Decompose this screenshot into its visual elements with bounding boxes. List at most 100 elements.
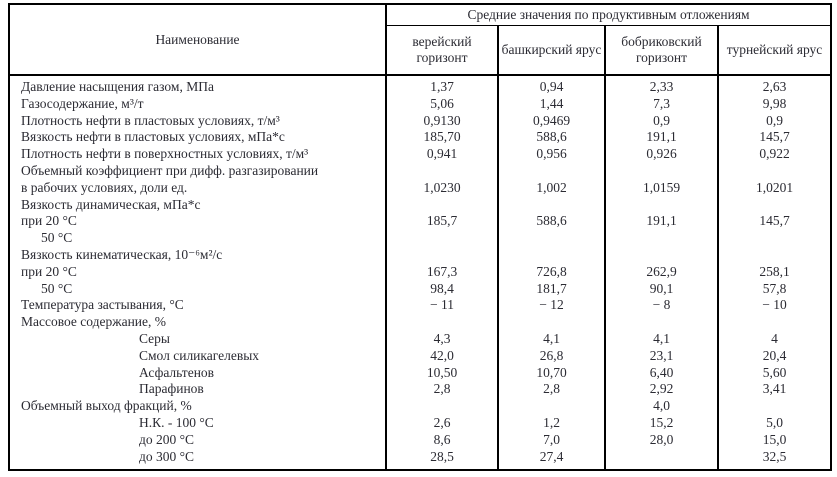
value-cell: 8,6 bbox=[386, 431, 499, 449]
value-cell: 0,9130 bbox=[386, 112, 499, 130]
value-cell bbox=[718, 230, 831, 247]
value-cell: 2,63 bbox=[762, 79, 787, 94]
row-label: до 200 °С bbox=[9, 431, 387, 449]
value-cell: − 10 bbox=[762, 297, 787, 313]
table-row: при 20 °С 185,7 588,6 191,1 145,7 bbox=[9, 213, 831, 231]
row-label: Вязкость нефти в пластовых условиях, мПа… bbox=[9, 129, 387, 147]
table-row: при 20 °С 167,3 726,8 262,9 258,1 bbox=[9, 263, 831, 281]
value-cell: 181,7 bbox=[498, 280, 606, 298]
value-cell bbox=[718, 314, 831, 331]
column-header-bashkirsky: башкирский ярус bbox=[498, 25, 606, 75]
value-cell: 4,3 bbox=[386, 330, 499, 348]
value-cell: 2,8 bbox=[498, 381, 606, 399]
value-cell: 90,1 bbox=[605, 280, 719, 298]
value-cell: 0,926 bbox=[605, 146, 719, 163]
name-column-header: Наименование bbox=[9, 4, 387, 75]
row-label: Асфальтенов bbox=[9, 364, 387, 382]
row-label: в рабочих условиях, доли ед. bbox=[9, 179, 387, 197]
value-cell bbox=[386, 246, 499, 264]
value-cell: − 8 bbox=[605, 297, 719, 315]
table-row: 50 °С 98,4 181,7 90,1 57,8 bbox=[9, 280, 831, 298]
table-row: Н.К. - 100 °С 2,6 1,2 15,2 5,0 bbox=[9, 414, 831, 432]
value-cell: 42,0 bbox=[386, 347, 499, 365]
value-cell: 20,4 bbox=[762, 347, 787, 363]
table-row: Вязкость кинематическая, 10⁻⁶м²/с bbox=[9, 246, 831, 264]
row-label: 50 °С bbox=[9, 280, 387, 298]
value-cell: 10,50 bbox=[386, 364, 499, 382]
value-cell: − 12 bbox=[498, 297, 606, 315]
value-cell: 3,41 bbox=[762, 381, 787, 397]
value-cell bbox=[498, 314, 606, 331]
row-label: Вязкость кинематическая, 10⁻⁶м²/с bbox=[9, 246, 387, 264]
value-cell bbox=[605, 162, 719, 180]
table-row: Смол силикагелевых 42,0 26,8 23,1 20,4 bbox=[9, 347, 831, 365]
value-cell: 191,1 bbox=[605, 129, 719, 147]
value-cell: 4,1 bbox=[605, 330, 719, 348]
row-label: Плотность нефти в пластовых условиях, т/… bbox=[9, 112, 387, 130]
value-cell: 145,7 bbox=[759, 213, 790, 229]
table-row: Вязкость нефти в пластовых условиях, мПа… bbox=[9, 129, 831, 147]
row-label: Серы bbox=[9, 330, 387, 348]
properties-table: Наименование Средние значения по продукт… bbox=[8, 3, 833, 472]
value-cell: 7,3 bbox=[605, 95, 719, 113]
table-row: до 300 °С 28,5 27,4 32,5 bbox=[9, 448, 831, 471]
value-cell bbox=[498, 196, 606, 214]
value-cell bbox=[386, 314, 499, 331]
column-header-row: верейский горизонт башкирский ярус бобри… bbox=[9, 25, 831, 75]
value-cell: 262,9 bbox=[605, 263, 719, 281]
table-row: Объемный выход фракций, % 4,0 bbox=[9, 398, 831, 415]
value-cell: 4 bbox=[771, 330, 778, 346]
table-row: до 200 °С 8,6 7,0 28,0 15,0 bbox=[9, 431, 831, 449]
value-cell: 726,8 bbox=[498, 263, 606, 281]
value-cell bbox=[718, 247, 831, 264]
value-cell: 0,9 bbox=[766, 112, 783, 128]
value-cell: 5,60 bbox=[762, 364, 787, 380]
value-cell: 0,941 bbox=[386, 146, 499, 163]
value-cell: 588,6 bbox=[498, 129, 606, 147]
row-label: при 20 °С bbox=[9, 263, 387, 281]
table-row: Парафинов 2,8 2,8 2,92 3,41 bbox=[9, 381, 831, 399]
value-cell: 588,6 bbox=[498, 213, 606, 231]
value-cell: 5,0 bbox=[766, 414, 783, 430]
value-cell bbox=[498, 246, 606, 264]
value-cell: 7,0 bbox=[498, 431, 606, 449]
value-cell: 32,5 bbox=[762, 448, 787, 464]
value-cell bbox=[386, 398, 499, 415]
value-cell: 185,7 bbox=[386, 213, 499, 231]
value-cell: 1,44 bbox=[498, 95, 606, 113]
value-cell: 258,1 bbox=[759, 263, 790, 279]
table-row: Плотность нефти в пластовых условиях, т/… bbox=[9, 112, 831, 130]
value-cell: 1,37 bbox=[386, 75, 499, 96]
value-cell: 1,0159 bbox=[605, 179, 719, 197]
table-header: Наименование Средние значения по продукт… bbox=[9, 4, 832, 75]
table-row: Газосодержание, м³/т 5,06 1,44 7,3 9,98 bbox=[9, 95, 831, 113]
row-label: при 20 °С bbox=[9, 213, 387, 231]
value-cell: 0,94 bbox=[498, 75, 606, 96]
value-cell bbox=[498, 230, 606, 247]
value-cell: 167,3 bbox=[386, 263, 499, 281]
value-cell bbox=[498, 398, 606, 415]
table-row: Плотность нефти в поверхностных условиях… bbox=[9, 146, 831, 163]
table-row: Объемный коэффициент при дифф. разгазиро… bbox=[9, 162, 831, 180]
value-cell: 57,8 bbox=[762, 280, 787, 296]
group-header-row: Наименование Средние значения по продукт… bbox=[9, 4, 832, 75]
table-row: Асфальтенов 10,50 10,70 6,40 5,60 bbox=[9, 364, 831, 382]
row-label: 50 °С bbox=[9, 230, 387, 247]
value-cell: 23,1 bbox=[605, 347, 719, 365]
value-cell: 9,98 bbox=[762, 95, 787, 111]
table-row: в рабочих условиях, доли ед. 1,0230 1,00… bbox=[9, 179, 831, 197]
value-cell: 4,0 bbox=[605, 398, 719, 415]
row-label: Давление насыщения газом, МПа bbox=[9, 75, 387, 96]
value-cell: 1,0201 bbox=[755, 179, 794, 195]
table-row: Давление насыщения газом, МПа 1,37 0,94 … bbox=[9, 75, 831, 96]
row-label: Н.К. - 100 °С bbox=[9, 414, 387, 432]
value-cell bbox=[718, 197, 831, 214]
table-row: Серы 4,3 4,1 4,1 4 bbox=[9, 330, 831, 348]
value-cell: 26,8 bbox=[498, 347, 606, 365]
table-row: Вязкость динамическая, мПа*с bbox=[9, 196, 831, 214]
value-cell: 145,7 bbox=[759, 129, 790, 145]
value-cell: 2,8 bbox=[386, 381, 499, 399]
row-label: Смол силикагелевых bbox=[9, 347, 387, 365]
value-cell: 5,06 bbox=[386, 95, 499, 113]
